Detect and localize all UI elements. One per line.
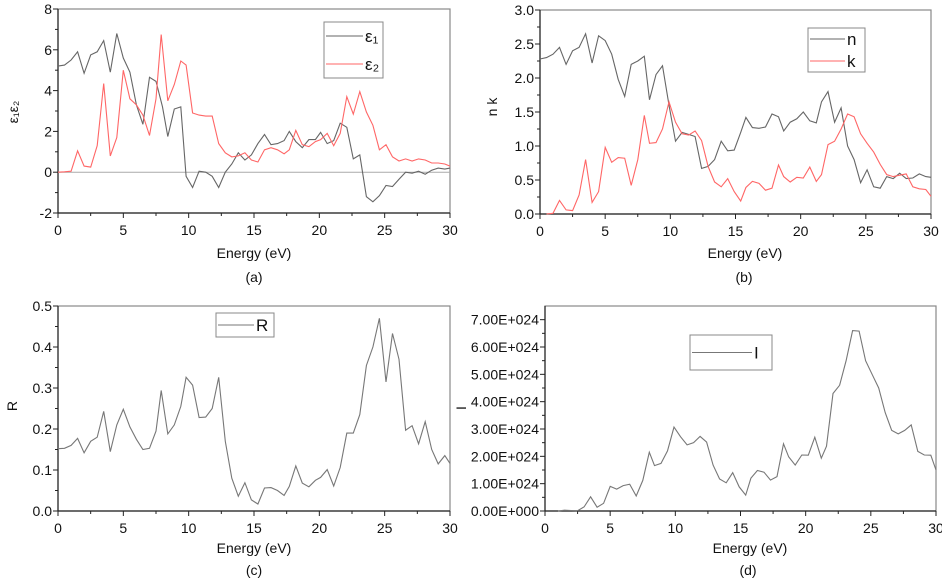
legend-label: ε₁ [365,27,379,46]
x-tick-label: 25 [858,223,874,239]
x-tick-label: 10 [181,222,197,238]
x-tick-label: 0 [536,223,544,239]
legend-label: k [847,52,856,71]
x-tick-label: 15 [246,520,262,536]
x-tick-label: 20 [798,520,814,536]
y-tick-label: 2.00E+024 [471,448,539,464]
y-tick-label: 3.00E+024 [471,421,539,437]
y-tick-label: 0.0 [515,206,535,222]
y-axis-title: I [453,406,469,410]
legend-box [807,27,866,73]
legend: ε₁ ε₂ [323,21,384,79]
y-axis-title: ε₁ε₂ [5,101,21,124]
legend-label: n [847,30,856,49]
legend: I [689,334,773,371]
y-tick-label: 0.0 [33,503,53,519]
legend-label: I [754,344,759,363]
x-tick-label: 15 [246,222,262,238]
x-tick-label: 5 [606,520,614,536]
y-tick-label: 0.4 [33,339,53,355]
y-tick-label: 1.00E+024 [471,476,539,492]
chart-panel-c: 0 5 10 15 20 25 30 0.0 0.1 0.2 0.3 0.4 0.5 Energy (eV… [4,298,458,578]
y-tick-label: 6 [44,42,52,58]
y-tick-label: 2.5 [515,36,535,52]
y-tick-label: 0.1 [33,462,53,478]
y-tick-label: 0 [44,164,52,180]
y-axis-title: n k [484,97,500,117]
x-axis-title: Energy (eV) [217,540,292,556]
x-axis-title: Energy (eV) [217,245,292,261]
series-line-3 [546,99,932,215]
y-tick-label: 0.2 [33,421,53,437]
y-tick-label: 2 [44,123,52,139]
legend-label: ε₂ [365,55,379,74]
x-tick-label: 25 [377,520,393,536]
x-tick-label: 20 [793,223,809,239]
y-tick-label: 2.0 [515,70,535,86]
x-tick-label: 10 [663,223,679,239]
series-line-4 [57,318,451,505]
y-tick-label: 0.5 [515,172,535,188]
panel-caption: (b) [735,269,752,285]
y-tick-label: 0.3 [33,380,53,396]
y-tick-label: 5.00E+024 [471,366,539,382]
legend: R [215,312,275,338]
plot-frame [57,8,451,214]
x-tick-label: 5 [601,223,609,239]
legend-box [323,21,384,79]
y-tick-label: 4 [44,83,52,99]
x-axis-title: Energy (eV) [708,245,783,261]
x-tick-label: 30 [442,222,458,238]
y-tick-label: 4.00E+024 [471,394,539,410]
panel-caption: (d) [739,562,756,578]
panel-caption: (c) [246,562,262,578]
y-tick-label: 0.00E+000 [471,503,539,519]
chart-panel-d: 0 5 10 15 20 25 30 0.00E+000 1.00E+024 2.00E+024 3… [453,305,942,578]
legend: nk [807,27,866,73]
x-tick-label: 0 [541,520,549,536]
y-tick-label: 7.00E+024 [471,312,539,328]
x-axis-title: Energy (eV) [713,540,788,556]
x-tick-label: 30 [442,520,458,536]
x-tick-label: 10 [181,520,197,536]
series-line-1 [57,34,451,173]
y-tick-label: 3.0 [515,2,535,18]
x-tick-label: 25 [377,222,393,238]
x-tick-label: 30 [923,223,939,239]
x-tick-label: 15 [728,223,744,239]
x-tick-label: 5 [119,520,127,536]
x-tick-label: 15 [733,520,749,536]
y-tick-label: 6.00E+024 [471,339,539,355]
y-tick-label: 1.0 [515,138,535,154]
series-line-0 [57,33,451,203]
x-tick-label: 5 [119,222,127,238]
legend-label: R [256,316,268,335]
x-tick-label: 20 [312,520,328,536]
x-tick-label: 0 [54,222,62,238]
series-line-2 [539,32,932,189]
y-tick-label: 8 [44,1,52,17]
x-tick-label: 0 [54,520,62,536]
x-tick-label: 20 [312,222,328,238]
chart-panel-b: 0 5 10 15 20 25 30 0.0 0.5 1.0 1.5 2.0 2.5 3.0 Energy … [484,2,939,285]
y-tick-label: 0.5 [33,298,53,314]
series-line-6 [557,330,937,512]
x-tick-label: 25 [863,520,879,536]
panel-caption: (a) [245,269,262,285]
y-axis-title: R [4,401,20,411]
x-tick-label: 10 [668,520,684,536]
y-tick-label: 1.5 [515,104,535,120]
x-tick-label: 30 [928,520,942,536]
y-tick-label: -2 [40,205,53,221]
